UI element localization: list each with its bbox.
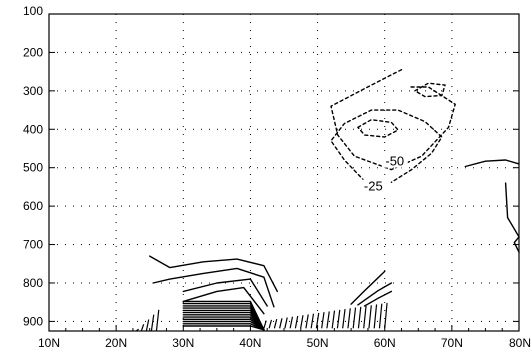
- dashed-contour-line: [330, 68, 456, 171]
- dense-contour-stroke: [368, 305, 372, 329]
- x-tick-label: 60N: [374, 336, 396, 350]
- dense-contour-stroke: [300, 315, 304, 329]
- contour-value-label: -25: [364, 179, 383, 194]
- y-tick-label: 800: [23, 276, 43, 290]
- dense-contour-stroke: [305, 314, 309, 329]
- x-axis-tick-labels: 10N 20N 30N 40N 50N 60N 70N 80N: [38, 336, 531, 350]
- x-tick-label: 80N: [509, 336, 531, 350]
- dense-contour-stroke: [321, 312, 325, 329]
- y-tick-label: 700: [23, 238, 43, 252]
- dense-contour-stroke: [155, 309, 160, 332]
- dense-contour-stroke: [336, 309, 341, 329]
- x-tick-label: 50N: [307, 336, 329, 350]
- dense-contour-stroke: [352, 307, 357, 329]
- solid-contour-line: [182, 278, 268, 307]
- solid-contour-line: [363, 290, 393, 307]
- dense-contour-stroke: [268, 319, 273, 329]
- dense-contour-stroke: [315, 312, 320, 329]
- y-tick-label: 200: [23, 45, 43, 59]
- y-tick-label: 900: [23, 314, 43, 328]
- x-tick-label: 10N: [38, 336, 60, 350]
- y-tick-label: 600: [23, 199, 43, 213]
- dense-contour-stroke: [357, 306, 362, 329]
- solid-contour-line: [152, 267, 275, 308]
- contour-lines: [135, 68, 520, 332]
- y-tick-label: 100: [23, 4, 43, 18]
- dense-contour-stroke: [331, 310, 336, 329]
- dense-contour-stroke: [342, 309, 346, 329]
- dense-contour-stroke: [310, 313, 315, 329]
- x-tick-label: 20N: [105, 336, 127, 350]
- contour-value-labels: -50-25: [360, 154, 408, 194]
- dashed-contour-line: [330, 109, 443, 184]
- y-tick-label: 400: [23, 122, 43, 136]
- solid-contour-line: [504, 182, 520, 253]
- y-tick-label: 300: [23, 84, 43, 98]
- dense-contour-stroke: [347, 308, 351, 329]
- dense-contour-stroke: [145, 319, 150, 332]
- dense-contour-stroke: [284, 317, 288, 329]
- solid-contour-line: [350, 270, 386, 305]
- solid-contour-line: [182, 320, 265, 331]
- dense-contour-stroke: [294, 315, 299, 329]
- solid-contour-line: [357, 282, 393, 306]
- y-axis-tick-labels: 100 200 300 400 500 600 700 800 900: [23, 4, 43, 328]
- solid-contour-line: [182, 323, 265, 331]
- dense-contour-stroke: [140, 324, 145, 332]
- y-tick-label: 500: [23, 161, 43, 175]
- contour-label-background: [360, 179, 387, 193]
- dense-contour-stroke: [263, 320, 267, 329]
- plot-frame: [48, 13, 520, 332]
- solid-contour-line: [182, 325, 265, 331]
- contour-label-background: [381, 154, 408, 168]
- dense-contour-stroke: [373, 304, 378, 329]
- dense-contour-stroke: [279, 318, 283, 329]
- x-tick-label: 40N: [239, 336, 261, 350]
- solid-contour-line: [182, 286, 265, 315]
- dense-contour-stroke: [150, 314, 155, 332]
- dense-contour-stroke: [326, 311, 330, 329]
- dense-contour-stroke: [384, 302, 388, 329]
- dense-contour-stroke: [378, 303, 383, 329]
- axis-ticks: [48, 13, 520, 331]
- contour-value-label: -50: [385, 154, 404, 169]
- dense-contour-stroke: [273, 318, 278, 329]
- dense-contour-stroke: [363, 305, 367, 329]
- x-tick-label: 70N: [441, 336, 463, 350]
- solid-contour-line: [148, 255, 278, 293]
- x-tick-label: 30N: [172, 336, 194, 350]
- dashed-contour-line: [414, 82, 446, 98]
- grid: [49, 14, 519, 331]
- solid-contour-line: [464, 159, 520, 168]
- dense-contour-stroke: [289, 316, 294, 329]
- dashed-contour-line: [357, 118, 399, 138]
